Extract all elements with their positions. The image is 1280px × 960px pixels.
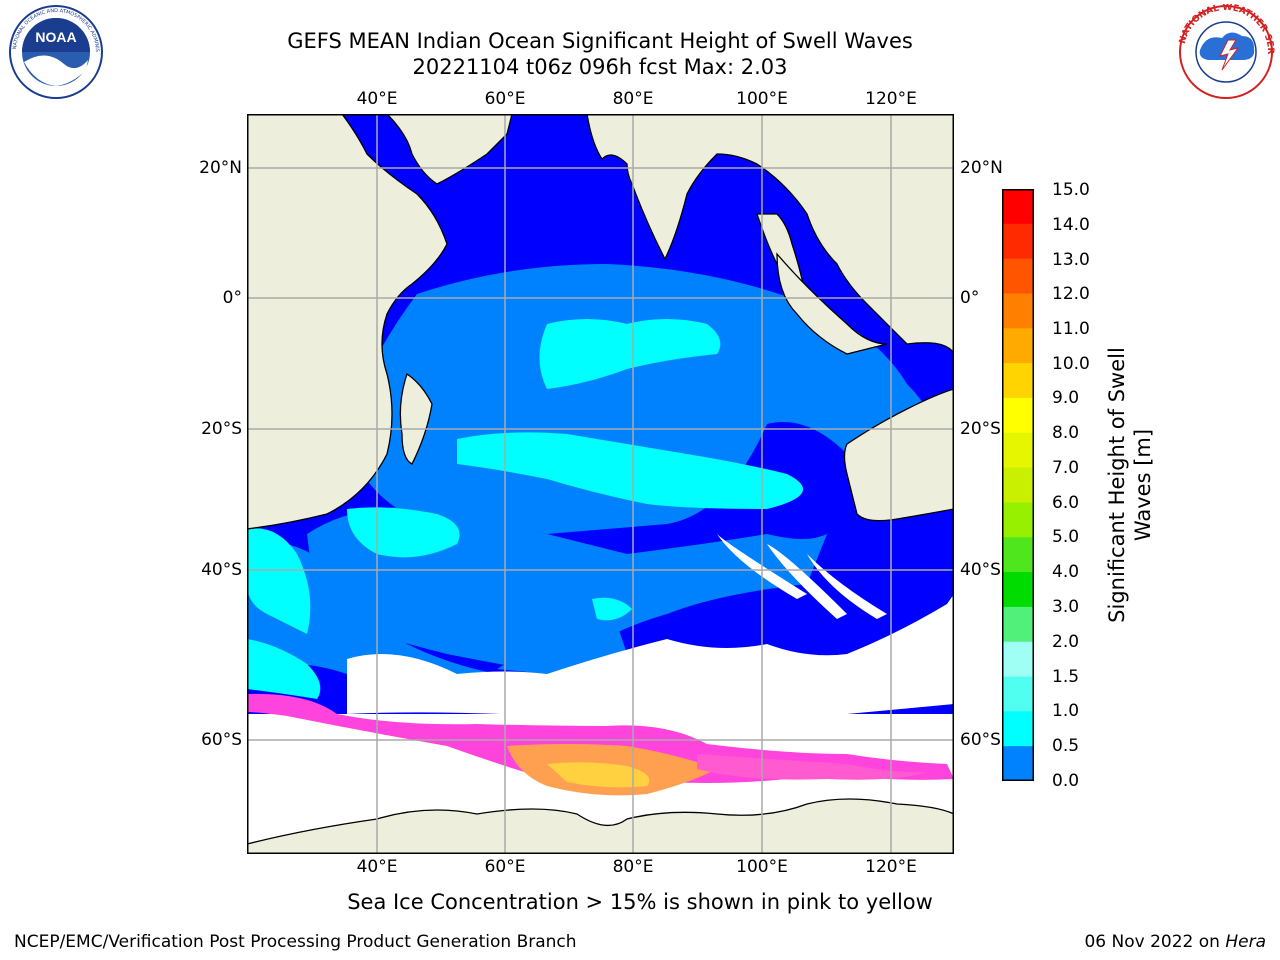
colorbar-label: 13.0 bbox=[1052, 250, 1090, 270]
generation-date: 06 Nov 2022 on Hera bbox=[1084, 932, 1266, 952]
graticule bbox=[247, 114, 954, 854]
colorbar-label: 14.0 bbox=[1052, 215, 1090, 235]
colorbar-segment bbox=[1002, 676, 1034, 712]
lon-tick-top-40e: 40°E bbox=[356, 89, 398, 109]
colorbar-label: 3.0 bbox=[1052, 597, 1080, 617]
colorbar-segment bbox=[1002, 328, 1034, 364]
lon-tick-bottom-60e: 60°E bbox=[484, 857, 526, 877]
colorbar-segment bbox=[1002, 432, 1034, 469]
lat-tick-left-20n: 20°N bbox=[199, 158, 242, 178]
lon-tick-bottom-40e: 40°E bbox=[356, 857, 398, 877]
map-subtitle: 20221104 t06z 096h fcst Max: 2.03 bbox=[412, 55, 788, 79]
colorbar-label: 0.0 bbox=[1052, 771, 1080, 791]
colorbar-label: 10.0 bbox=[1052, 354, 1090, 374]
map-title: GEFS MEAN Indian Ocean Significant Heigh… bbox=[287, 29, 913, 53]
noaa-logo-icon: NOAA NATIONAL OCEANIC AND ATMOSPHERIC AD… bbox=[6, 4, 103, 99]
colorbar-label: 5.0 bbox=[1052, 527, 1080, 547]
sea-ice-band bbox=[247, 693, 954, 796]
colorbar-segment bbox=[1002, 293, 1034, 329]
colorbar-label: 11.0 bbox=[1052, 319, 1090, 339]
colorbar-segment bbox=[1002, 363, 1034, 399]
lat-tick-left-20s: 20°S bbox=[201, 419, 242, 439]
nws-logo-icon: NATIONAL WEATHER SERVICE bbox=[1176, 4, 1275, 99]
colorbar-label: 1.5 bbox=[1052, 667, 1080, 687]
colorbar-segment bbox=[1002, 537, 1034, 573]
colorbar-label: 7.0 bbox=[1052, 458, 1080, 478]
colorbar-label: 6.0 bbox=[1052, 493, 1080, 513]
lon-tick-bottom-120e: 120°E bbox=[865, 857, 917, 877]
lat-tick-right-20s: 20°S bbox=[960, 419, 1001, 439]
producer-credit: NCEP/EMC/Verification Post Processing Pr… bbox=[14, 932, 577, 952]
lon-tick-bottom-80e: 80°E bbox=[612, 857, 654, 877]
lat-tick-left-40s: 40°S bbox=[201, 560, 242, 580]
colorbar-segment bbox=[1002, 223, 1034, 260]
colorbar-label: 8.0 bbox=[1052, 423, 1080, 443]
lat-tick-left-0: 0° bbox=[222, 288, 242, 308]
colorbar-title: Significant Height of Swell Waves [m] bbox=[1105, 347, 1155, 623]
colorbar-label: 0.5 bbox=[1052, 736, 1080, 756]
lon-tick-top-60e: 60°E bbox=[484, 89, 526, 109]
lon-tick-bottom-100e: 100°E bbox=[736, 857, 788, 877]
colorbar-segment bbox=[1002, 711, 1034, 747]
map-border bbox=[247, 114, 954, 854]
colorbar-segment bbox=[1002, 606, 1034, 643]
land bbox=[247, 114, 954, 854]
lat-tick-left-60s: 60°S bbox=[201, 730, 242, 750]
colorbar-label: 15.0 bbox=[1052, 180, 1090, 200]
colorbar bbox=[1002, 189, 1034, 781]
swell-height-map bbox=[247, 114, 954, 854]
sea-ice-footnote: Sea Ice Concentration > 15% is shown in … bbox=[347, 890, 933, 914]
svg-text:NOAA: NOAA bbox=[35, 29, 76, 45]
lat-tick-right-0: 0° bbox=[960, 288, 980, 308]
lon-tick-top-80e: 80°E bbox=[612, 89, 654, 109]
colorbar-segment bbox=[1002, 397, 1034, 434]
lat-tick-right-40s: 40°S bbox=[960, 560, 1001, 580]
colorbar-label: 2.0 bbox=[1052, 632, 1080, 652]
colorbar-segment bbox=[1002, 189, 1034, 225]
colorbar-segment bbox=[1002, 746, 1034, 781]
lat-tick-right-60s: 60°S bbox=[960, 730, 1001, 750]
colorbar-label: 1.0 bbox=[1052, 701, 1080, 721]
colorbar-segment bbox=[1002, 641, 1034, 678]
colorbar-label: 12.0 bbox=[1052, 284, 1090, 304]
colorbar-label: 4.0 bbox=[1052, 562, 1080, 582]
lat-tick-right-20n: 20°N bbox=[960, 158, 1003, 178]
colorbar-segment bbox=[1002, 467, 1034, 503]
colorbar-label: 9.0 bbox=[1052, 388, 1080, 408]
colorbar-segment bbox=[1002, 258, 1034, 294]
lon-tick-top-120e: 120°E bbox=[865, 89, 917, 109]
colorbar-segment bbox=[1002, 572, 1034, 608]
lon-tick-top-100e: 100°E bbox=[736, 89, 788, 109]
colorbar-segment bbox=[1002, 502, 1034, 538]
